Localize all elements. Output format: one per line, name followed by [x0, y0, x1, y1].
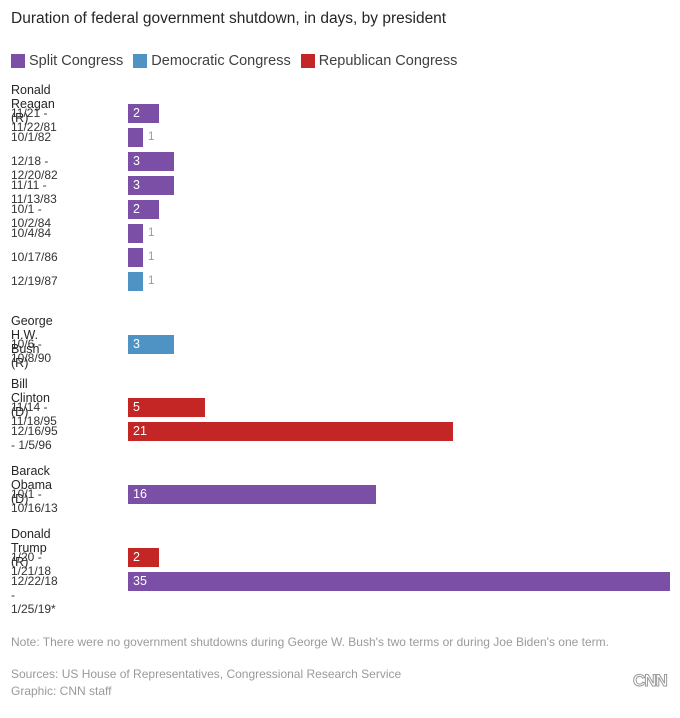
bar-value-label: 3: [133, 178, 140, 192]
legend-label-rep: Republican Congress: [318, 53, 458, 69]
bar-value-label: 1: [148, 131, 155, 143]
cnn-logo: CNN: [633, 671, 669, 691]
bar-value-label: 1: [148, 275, 155, 287]
bar-split: [128, 485, 376, 504]
chart-title: Duration of federal government shutdown,…: [11, 10, 447, 27]
legend-swatch-dem: [133, 54, 148, 68]
row-date-label: 12/22/18 - 1/25/19*: [11, 574, 58, 616]
row-date-label: 12/16/95 - 1/5/96: [11, 424, 58, 452]
bar-rep: [128, 422, 453, 441]
legend: Split Congress Democratic Congress Repub…: [11, 53, 467, 69]
row-date-label: 10/1 - 10/2/84: [11, 202, 52, 230]
row-date-label: 10/6 - 10/8/90: [11, 337, 52, 365]
bar-value-label: 2: [133, 106, 140, 120]
bar-value-label: 1: [148, 227, 155, 239]
bar-split: [128, 248, 143, 267]
footnote: Note: There were no government shutdowns…: [11, 635, 609, 649]
president-label: Ronald Reagan (R): [11, 83, 55, 125]
bar-value-label: 2: [133, 550, 140, 564]
bar-split: [128, 224, 143, 243]
sources-text: Sources: US House of Representatives, Co…: [11, 667, 402, 681]
row-date-label: 11/14 - 11/18/95: [11, 400, 57, 428]
row-date-label: 12/19/87: [11, 274, 58, 288]
bar-value-label: 35: [133, 574, 147, 588]
bar-dem: [128, 335, 174, 354]
bar-value-label: 1: [148, 251, 155, 263]
bar-dem: [128, 272, 143, 291]
legend-item-rep: Republican Congress: [300, 53, 458, 69]
bar-value-label: 21: [133, 424, 147, 438]
row-date-label: 10/1 - 10/16/13: [11, 487, 58, 515]
bar-split: [128, 176, 174, 195]
bar-rep: [128, 548, 159, 567]
sources-block: Sources: US House of Representatives, Co…: [11, 666, 401, 700]
bar-value-label: 3: [133, 154, 140, 168]
credit-text: Graphic: CNN staff: [11, 684, 112, 698]
bar-split: [128, 128, 143, 147]
president-label: Barack Obama (D): [11, 464, 52, 506]
bar-split: [128, 104, 159, 123]
bar-rep: [128, 398, 205, 417]
legend-item-dem: Democratic Congress: [133, 53, 291, 69]
row-date-label: 1/20 - 1/21/18: [11, 550, 52, 578]
row-date-label: 10/4/84: [11, 226, 52, 240]
president-label: Donald Trump (R): [11, 527, 51, 569]
legend-swatch-split: [11, 54, 25, 68]
president-label: George H.W. Bush (R): [11, 314, 53, 370]
bar-value-label: 5: [133, 400, 140, 414]
bar-split: [128, 152, 174, 171]
president-label: Bill Clinton (D): [11, 377, 50, 419]
legend-swatch-rep: [300, 54, 315, 68]
legend-label-dem: Democratic Congress: [151, 53, 291, 69]
legend-label-split: Split Congress: [29, 53, 124, 69]
row-date-label: 11/11 - 11/13/83: [11, 178, 57, 206]
row-date-label: 10/17/86: [11, 250, 58, 264]
row-date-label: 10/1/82: [11, 130, 52, 144]
bar-value-label: 16: [133, 487, 147, 501]
bar-value-label: 3: [133, 337, 140, 351]
row-date-label: 12/18 - 12/20/82: [11, 154, 58, 182]
bar-split: [128, 572, 670, 591]
legend-item-split: Split Congress: [11, 53, 123, 69]
bar-split: [128, 200, 159, 219]
bar-value-label: 2: [133, 202, 140, 216]
row-date-label: 11/21 - 11/22/81: [11, 106, 57, 134]
